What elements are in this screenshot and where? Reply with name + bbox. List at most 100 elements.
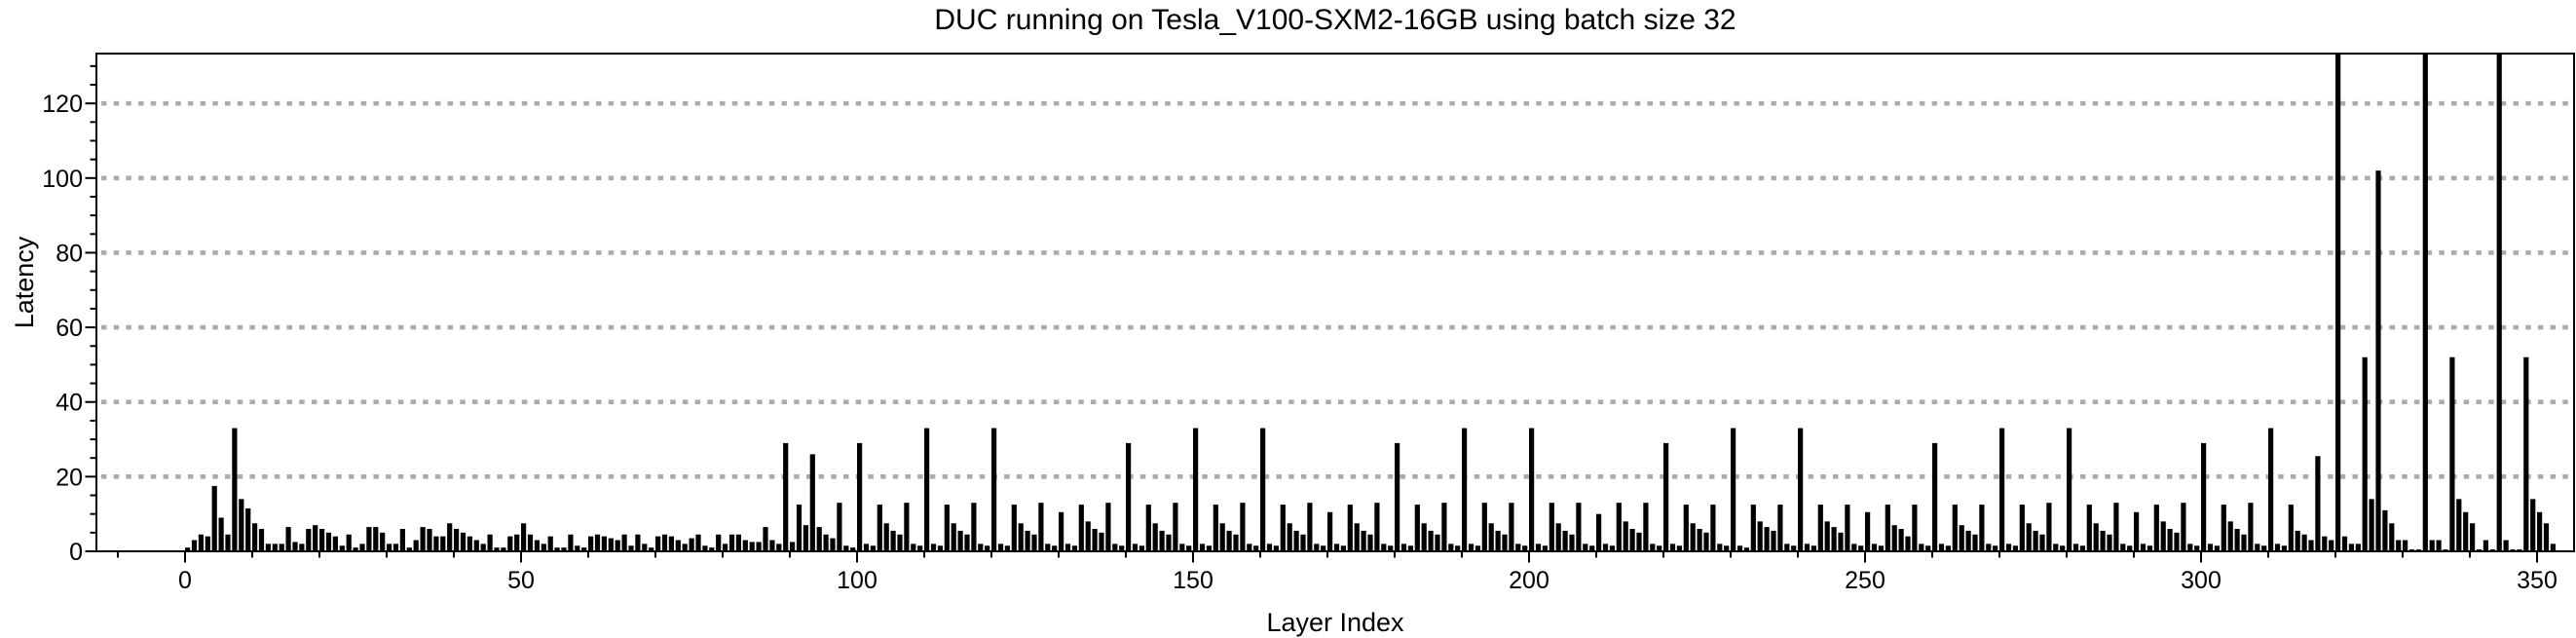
bar-layer-47 (501, 547, 506, 551)
bar-layer-30 (387, 544, 392, 551)
bar-layer-136 (1099, 532, 1104, 551)
bar-layer-88 (776, 544, 782, 551)
bar-layer-219 (1657, 545, 1662, 551)
bar-layer-223 (1683, 505, 1689, 551)
bar-layer-229 (1724, 545, 1730, 551)
bar-layer-335 (2436, 540, 2442, 551)
bar-layer-242 (1811, 545, 1816, 551)
bar-layer-138 (1112, 544, 1118, 551)
bar-layer-72 (668, 536, 674, 551)
bar-layer-292 (2147, 545, 2152, 551)
bar-layer-140 (1126, 442, 1132, 551)
bar-layer-303 (2221, 505, 2226, 551)
bar-layer-339 (2463, 511, 2469, 551)
bar-layer-167 (1307, 503, 1313, 551)
bar-layer-76 (695, 534, 701, 551)
bar-layer-77 (702, 545, 708, 551)
bar-layer-27 (366, 527, 372, 551)
bar-layer-106 (897, 534, 903, 551)
y-tick-label-80: 80 (56, 240, 83, 267)
bar-layer-48 (507, 536, 513, 551)
bar-layer-100 (857, 442, 863, 551)
bar-layer-58 (575, 545, 580, 551)
bar-layer-163 (1280, 505, 1286, 551)
bar-layer-92 (803, 525, 808, 551)
bar-layer-104 (883, 523, 889, 551)
bar-layer-65 (621, 534, 627, 551)
bar-layer-196 (1502, 534, 1508, 551)
bar-layer-305 (2234, 529, 2240, 551)
bar-layer-174 (1354, 523, 1360, 551)
bar-layer-263 (1952, 505, 1958, 551)
bar-layer-319 (2329, 540, 2334, 551)
bar-layer-97 (837, 503, 842, 551)
bar-layer-154 (1219, 523, 1225, 551)
bar-layer-222 (1676, 545, 1682, 551)
bar-layer-24 (346, 534, 352, 551)
bar-layer-177 (1374, 503, 1380, 551)
tick-labels: 0 20 40 60 80 100 120 0 50 100 150 200 250 300 350 (42, 91, 2557, 594)
bar-layer-290 (2134, 511, 2140, 551)
bar-layer-67 (635, 534, 641, 551)
bar-layer-320 (2335, 54, 2341, 551)
bar-layer-352 (2550, 544, 2556, 551)
bar-layer-28 (373, 527, 379, 551)
bar-layer-264 (1959, 525, 1964, 551)
bar-layer-123 (1011, 505, 1017, 551)
bar-layer-96 (830, 538, 836, 551)
bar-layer-297 (2181, 503, 2186, 551)
bar-layer-201 (1535, 544, 1542, 551)
bar-layer-218 (1650, 544, 1656, 551)
bar-layer-265 (1965, 530, 1971, 551)
bar-layer-63 (608, 538, 614, 551)
bar-layer-20 (319, 529, 325, 551)
bar-layer-189 (1455, 545, 1461, 551)
bar-layer-211 (1602, 544, 1609, 551)
bar-layer-271 (2005, 544, 2012, 551)
axis-ticks (85, 64, 2538, 563)
bar-layer-62 (601, 536, 607, 551)
bar-layer-300 (2201, 442, 2207, 551)
bar-layer-348 (2523, 357, 2529, 551)
bar-layer-102 (870, 545, 876, 551)
bar-layer-277 (2046, 503, 2052, 551)
bar-layer-2 (198, 534, 204, 551)
bar-layer-56 (561, 547, 567, 551)
bar-layer-38 (440, 536, 446, 551)
bar-layer-182 (1407, 545, 1413, 551)
y-tick-label-40: 40 (56, 390, 83, 417)
bar-layer-169 (1321, 545, 1326, 551)
bar-layer-31 (392, 544, 399, 551)
bar-layer-95 (823, 534, 829, 551)
bar-layer-91 (796, 505, 803, 551)
bar-layer-118 (978, 544, 984, 551)
bar-layer-165 (1293, 530, 1299, 551)
y-tick-label-20: 20 (56, 464, 83, 491)
bar-layer-185 (1428, 530, 1434, 551)
bar-layer-22 (332, 536, 338, 551)
bar-layer-114 (951, 523, 956, 551)
bar-layer-135 (1092, 529, 1098, 551)
bar-layer-71 (661, 534, 668, 551)
bar-layer-210 (1596, 513, 1602, 551)
bar-layer-80 (723, 544, 728, 551)
bar-layer-337 (2449, 357, 2455, 551)
bar-layer-17 (299, 544, 305, 551)
bar-layer-176 (1367, 534, 1373, 551)
bar-layer-139 (1119, 545, 1125, 551)
bar-layer-131 (1064, 544, 1071, 551)
bar-layer-286 (2107, 534, 2112, 551)
bar-layer-171 (1333, 544, 1340, 551)
bar-layer-226 (1703, 532, 1709, 551)
bar-layer-89 (783, 442, 789, 551)
bar-layer-288 (2120, 544, 2126, 551)
bar-layer-204 (1555, 523, 1561, 551)
bar-layer-183 (1414, 505, 1420, 551)
bar-layer-115 (957, 530, 963, 551)
bar-layer-70 (655, 536, 661, 551)
bar-layer-194 (1488, 523, 1494, 551)
bar-layer-87 (769, 540, 775, 551)
y-tick-label-100: 100 (42, 166, 83, 193)
bar-layer-304 (2227, 521, 2233, 551)
bar-layer-12 (265, 544, 271, 551)
